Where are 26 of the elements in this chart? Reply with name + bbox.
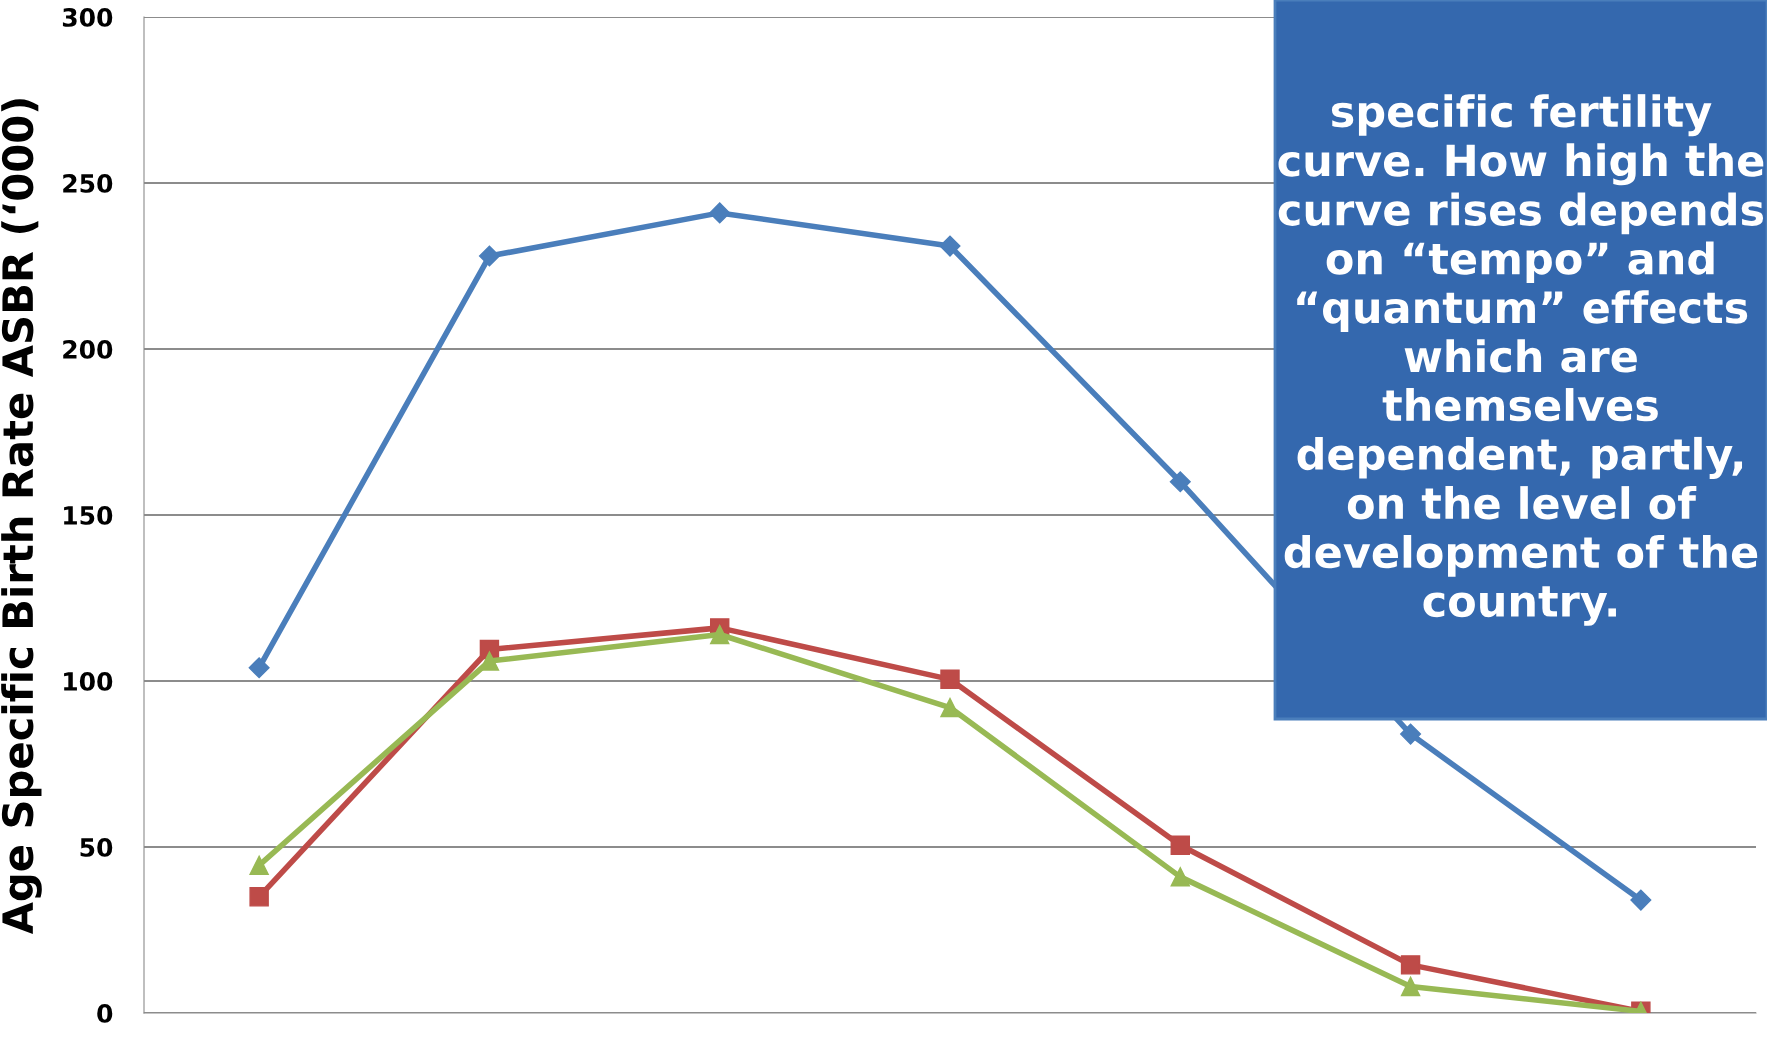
point: [1630, 889, 1652, 911]
y-tick-label: 250: [63, 173, 113, 193]
point: [478, 245, 500, 267]
point: [1400, 955, 1421, 975]
point: [248, 657, 270, 679]
point: [709, 202, 731, 224]
y-tick-label: 50: [80, 837, 113, 857]
text: specific fertility curve. How high the curve rises depends on “tempo” and “quantum” effects which are themselves dependent, partly, on the level of development of the country.: [1278, 94, 1764, 626]
point: [1169, 471, 1191, 493]
point: [940, 697, 960, 718]
point: [709, 624, 730, 645]
point: [939, 235, 961, 257]
y-axis-title: Age Specific Birth Rate ASBR (‘000): [1, 99, 42, 935]
point: [1400, 723, 1422, 745]
point: [940, 669, 960, 690]
y-tick-label: 0: [97, 1003, 113, 1023]
y-tick-label: 200: [63, 339, 113, 359]
point: [1400, 976, 1421, 997]
point: [1170, 867, 1191, 887]
point: [479, 651, 500, 671]
y-tick-label: 150: [64, 505, 113, 525]
point: [1170, 835, 1191, 856]
point: [249, 887, 269, 907]
point: [249, 855, 269, 875]
y-tick-label: 300: [62, 7, 113, 27]
y-tick-label: 100: [64, 671, 113, 691]
